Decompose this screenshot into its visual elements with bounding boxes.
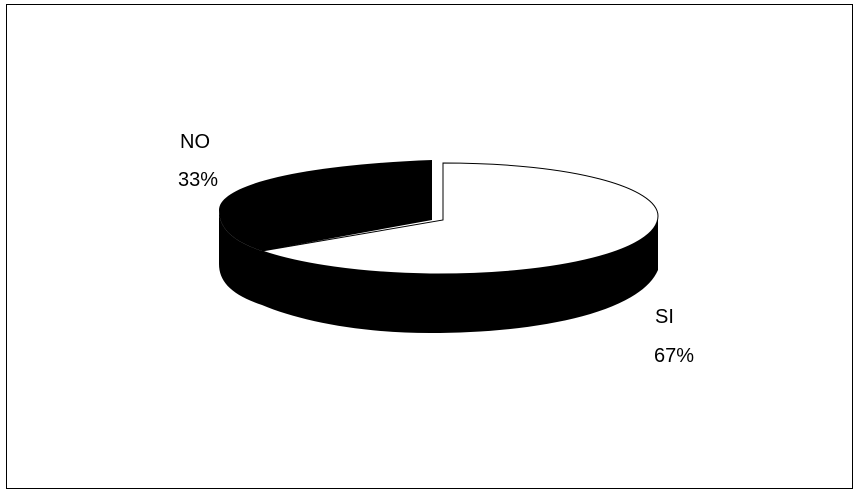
slice-no-top [219,160,432,251]
slice-si-side [262,216,658,333]
slice-no-side [219,210,262,305]
label-si-percent: 67% [654,345,694,367]
label-no-percent: 33% [178,169,218,191]
label-no-name: NO [180,131,210,153]
slice-si-top [261,162,659,275]
label-si-name: SI [655,306,674,328]
